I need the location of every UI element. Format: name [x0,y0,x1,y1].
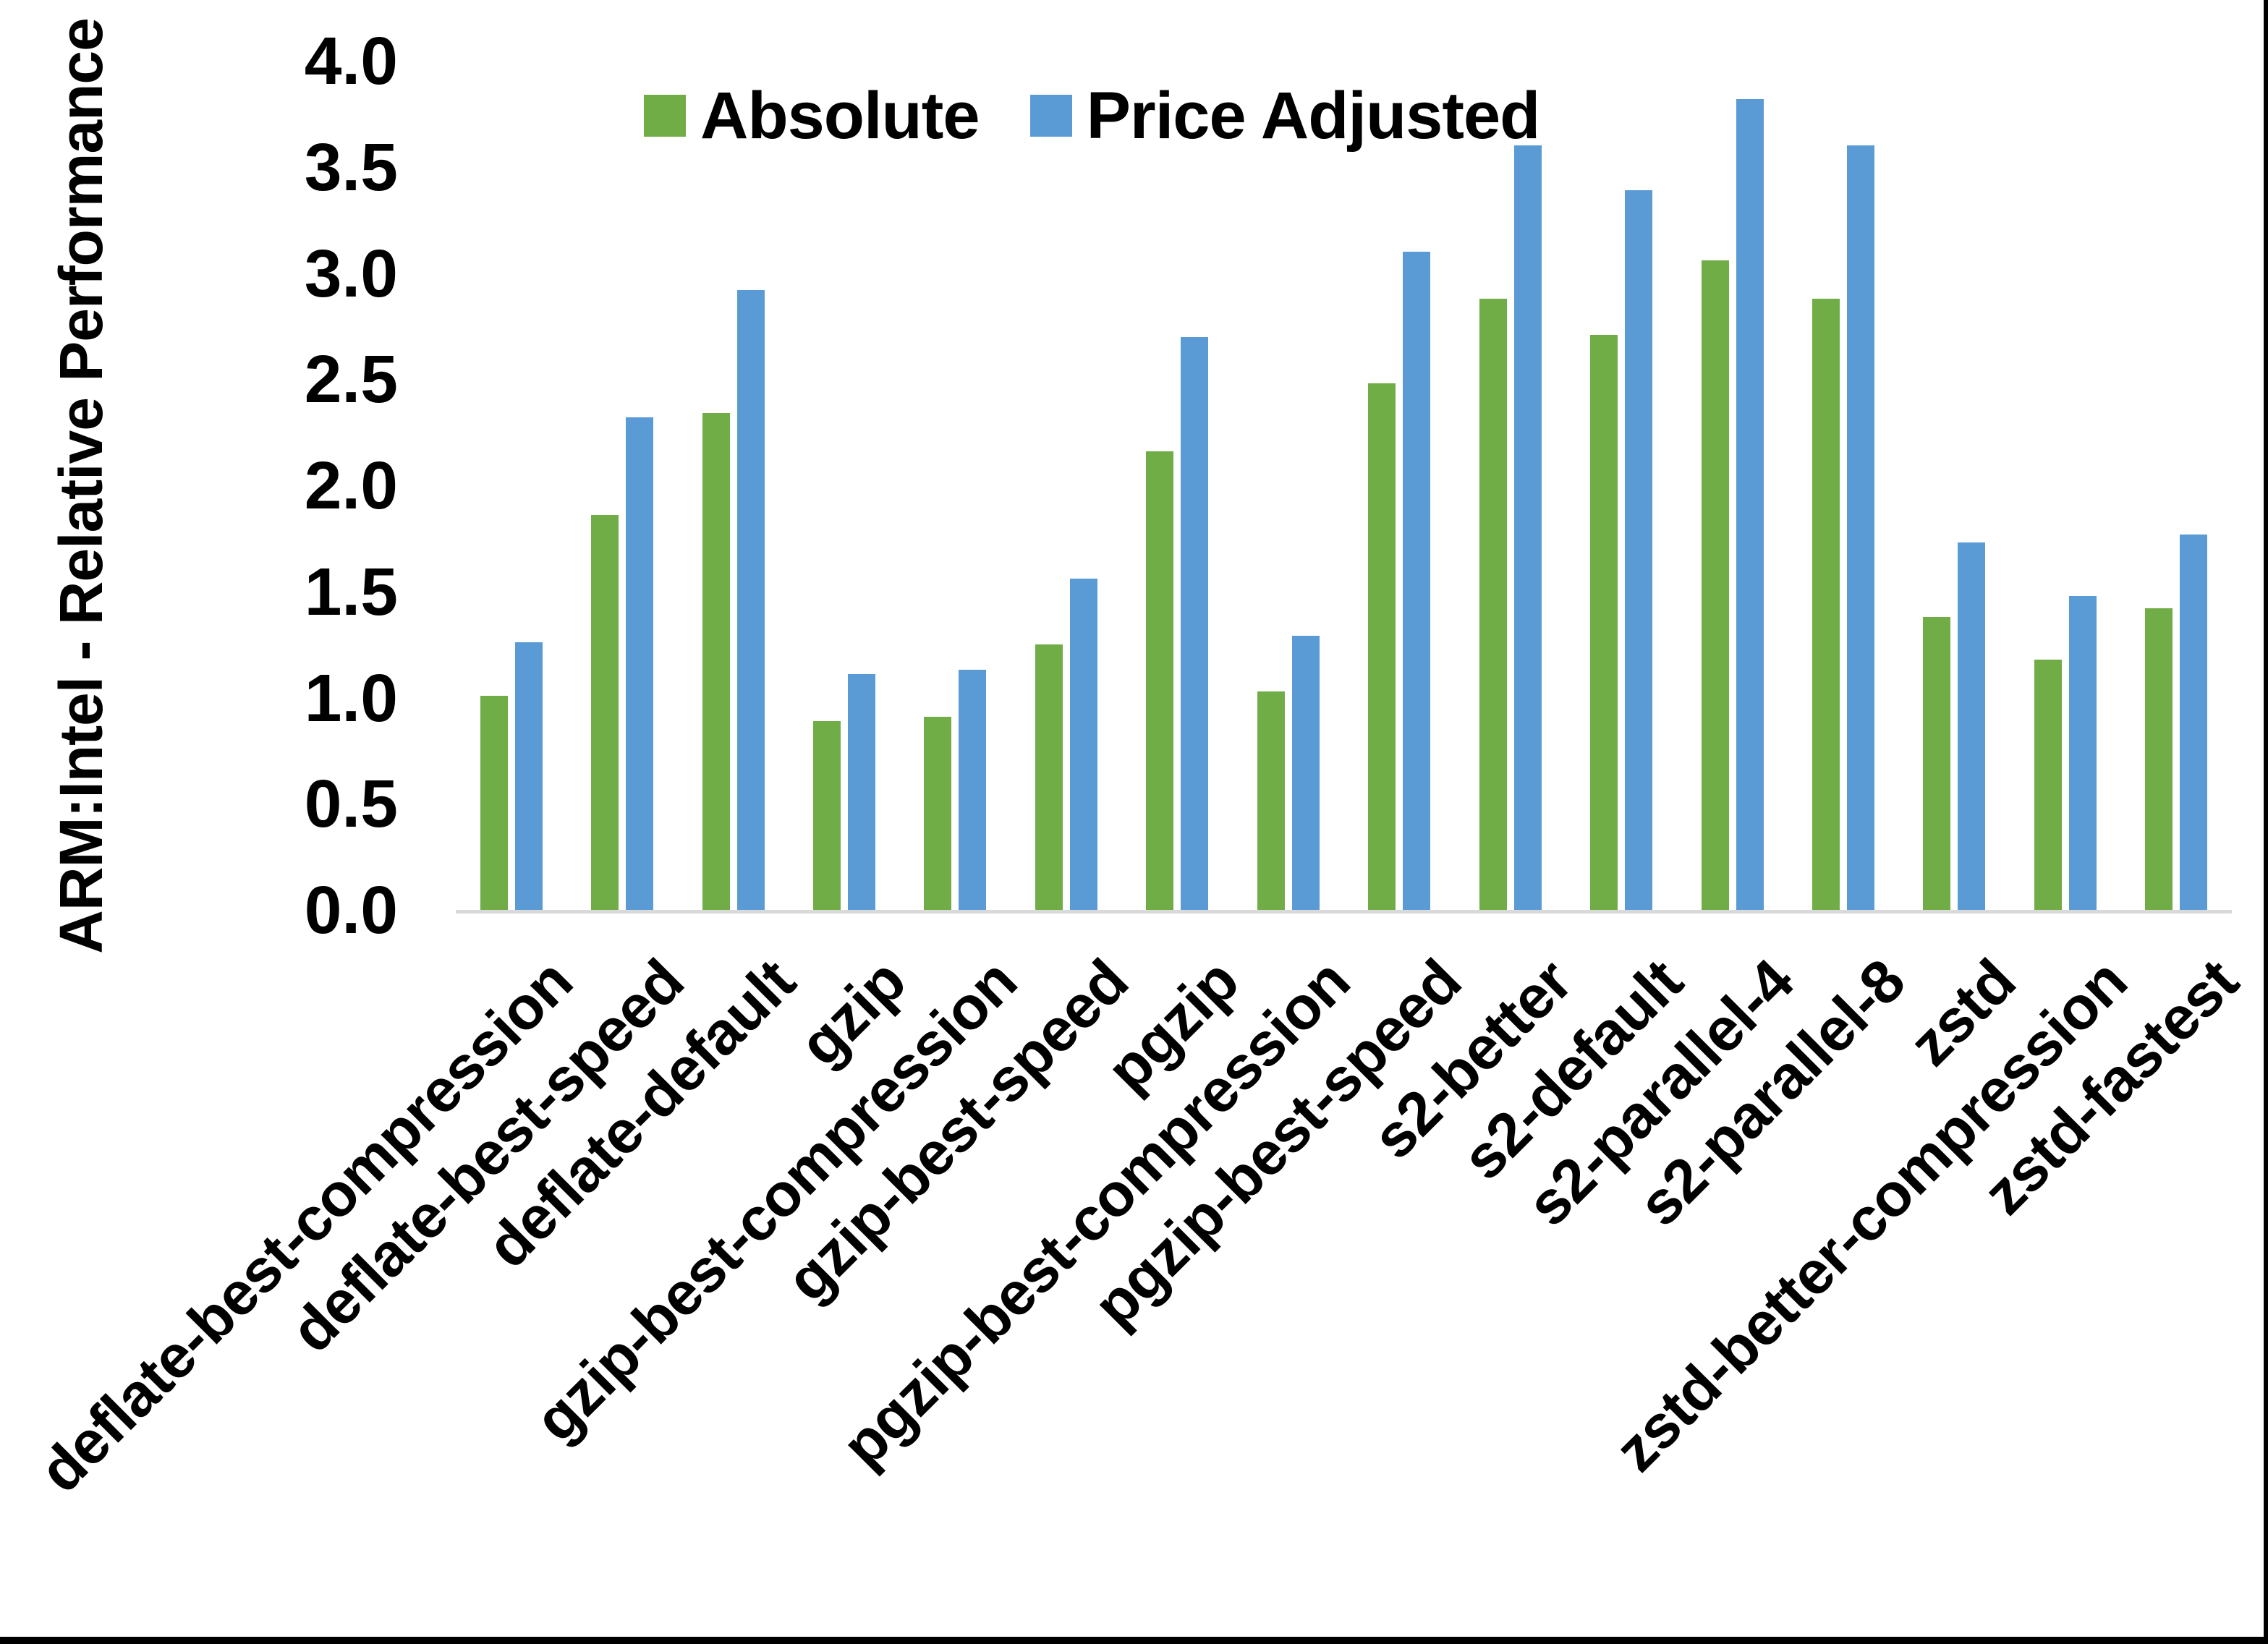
y-tick-label-0.0: 0.0 [304,872,398,947]
bar-group-zstd-better-compression [2010,61,2120,910]
bar-price-adjusted-gzip-best-speed [1069,579,1097,910]
bar-price-adjusted-zstd-fastest [2180,534,2208,910]
bar-group-zstd [1899,61,2010,910]
bar-price-adjusted-gzip [848,674,876,910]
bar-absolute-pgzip-best-speed [1368,383,1396,910]
bar-group-pgzip [1122,61,1233,910]
y-tick-label-0.5: 0.5 [304,766,398,842]
bar-absolute-gzip [813,720,841,910]
legend-label-absolute: Absolute [700,79,980,153]
bar-group-gzip [789,61,899,910]
bar-group-s2-parallel-4 [1677,61,1788,910]
bar-group-pgzip-best-speed [1344,61,1455,910]
plot-area [456,61,2232,913]
bar-group-s2-default [1566,61,1676,910]
bar-absolute-s2-better [1479,298,1507,910]
bar-price-adjusted-deflate-default [736,289,765,910]
bar-absolute-pgzip-best-compression [1257,691,1285,910]
y-tick-label-1.0: 1.0 [304,660,398,736]
legend-swatch-absolute [644,95,686,137]
bar-absolute-zstd-better-compression [2034,659,2062,910]
legend-item-price-adjusted: Price Adjusted [1029,79,1541,153]
legend-swatch-price-adjusted [1029,95,1072,137]
bar-absolute-pgzip [1146,451,1174,910]
bar-price-adjusted-zstd [1958,542,1986,910]
bar-price-adjusted-s2-parallel-4 [1736,98,1764,910]
bar-group-gzip-best-speed [1011,61,1121,910]
bar-group-deflate-default [678,61,789,910]
frame-border-bottom [0,1637,2268,1644]
bar-absolute-deflate-default [702,413,730,910]
y-tick-label-4.0: 4.0 [304,23,398,98]
y-tick-label-3.0: 3.0 [304,235,398,311]
bar-group-deflate-best-compression [456,61,566,910]
bar-price-adjusted-s2-parallel-8 [1846,145,1874,910]
bar-absolute-deflate-best-speed [591,515,619,910]
legend-item-absolute: Absolute [644,79,980,153]
bar-price-adjusted-pgzip-best-compression [1291,636,1320,910]
bar-price-adjusted-deflate-best-compression [514,642,543,910]
bar-absolute-zstd [1923,616,1951,910]
bar-absolute-s2-default [1590,334,1618,910]
bar-group-gzip-best-compression [900,61,1011,910]
bar-absolute-zstd-fastest [2145,608,2173,910]
bar-price-adjusted-zstd-better-compression [2068,595,2097,910]
bar-price-adjusted-deflate-best-speed [626,417,654,910]
legend-label-price-adjusted: Price Adjusted [1086,79,1541,153]
bar-absolute-deflate-best-compression [480,695,508,910]
bar-price-adjusted-gzip-best-compression [959,670,987,910]
bar-absolute-s2-parallel-4 [1701,260,1729,910]
bar-absolute-gzip-best-speed [1035,644,1063,910]
bar-group-deflate-best-speed [566,61,677,910]
legend: Absolute Price Adjusted [644,79,1541,153]
bar-absolute-s2-parallel-8 [1812,298,1840,910]
y-tick-label-2.0: 2.0 [304,448,398,523]
bar-price-adjusted-pgzip [1181,336,1209,910]
bar-group-s2-better [1455,61,1566,910]
y-axis-title: ARM:Intel - Relative Performance [47,18,115,954]
bar-group-s2-parallel-8 [1788,61,1898,910]
frame-border-right [2264,0,2268,1644]
y-tick-label-1.5: 1.5 [304,553,398,629]
bar-price-adjusted-s2-default [1625,190,1653,910]
bar-price-adjusted-s2-better [1513,145,1542,910]
y-tick-label-2.5: 2.5 [304,341,398,417]
bar-group-pgzip-best-compression [1233,61,1343,910]
bar-group-zstd-fastest [2121,61,2232,910]
bar-price-adjusted-pgzip-best-speed [1403,252,1431,910]
bar-absolute-gzip-best-compression [924,716,952,910]
y-tick-label-3.5: 3.5 [304,129,398,205]
